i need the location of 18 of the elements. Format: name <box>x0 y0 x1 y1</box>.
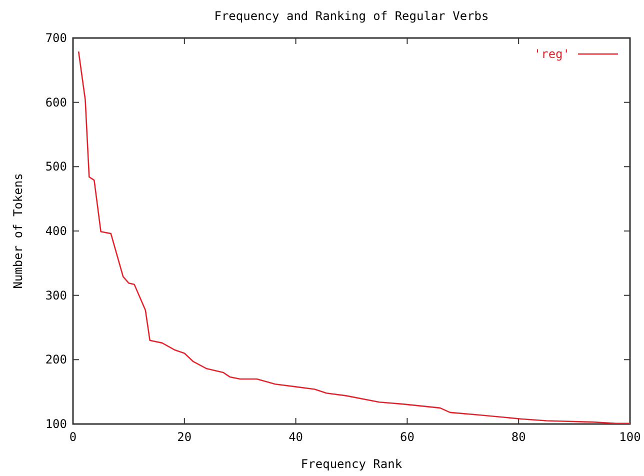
y-tick-label: 600 <box>45 95 67 110</box>
x-tick-label: 60 <box>400 430 414 444</box>
x-tick-label: 0 <box>69 430 77 444</box>
x-axis-title: Frequency Rank <box>300 457 403 471</box>
y-tick-label: 400 <box>45 224 67 238</box>
y-tick-label: 700 <box>45 31 67 45</box>
x-tick-label: 20 <box>177 430 192 444</box>
line-series <box>78 50 631 424</box>
chart-title: Frequency and Ranking of Regular Verbs <box>214 9 489 23</box>
y-tick-label: 100 <box>45 417 67 431</box>
x-tick-label: 80 <box>511 430 526 444</box>
x-tick-label: 100 <box>619 430 641 444</box>
x-tick-label: 40 <box>288 430 304 444</box>
y-tick-label: 300 <box>45 288 67 302</box>
legend-label: 'reg' <box>534 47 570 61</box>
y-axis-title: Number of Tokens <box>11 173 25 289</box>
y-tick-label: 200 <box>45 352 67 367</box>
y-tick-label: 500 <box>45 160 67 174</box>
